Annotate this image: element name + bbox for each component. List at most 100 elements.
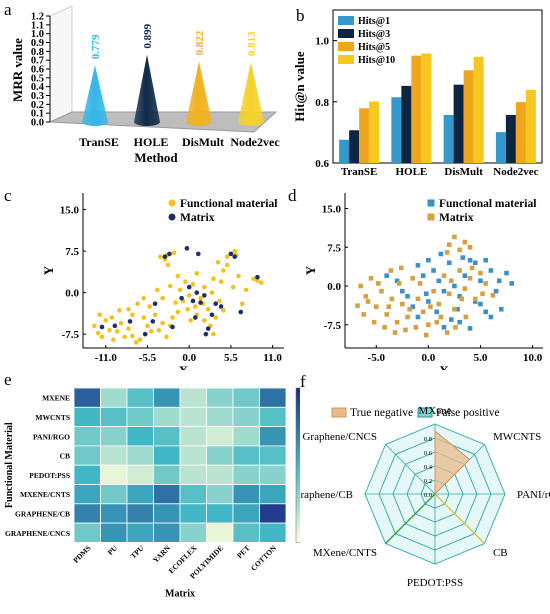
heatmap-cell xyxy=(100,464,128,485)
point-functional-material xyxy=(211,276,216,282)
axis-label: MXene/CNTS xyxy=(313,547,377,559)
point-functional-material xyxy=(434,309,440,315)
y-tick-label: 1.2 xyxy=(31,12,44,23)
legend-swatch xyxy=(331,407,347,418)
point-functional-material xyxy=(217,298,222,304)
bar-Hits@1 xyxy=(339,139,350,163)
point-matrix xyxy=(382,325,387,330)
point-matrix xyxy=(127,319,133,324)
x-axis-title: X xyxy=(439,363,449,370)
point-matrix xyxy=(415,296,421,302)
heatmap-cell xyxy=(206,426,234,447)
y-tick-label: 0.0 xyxy=(31,118,44,129)
point-matrix xyxy=(389,296,395,302)
row-label: CB xyxy=(60,452,70,461)
bar-Hits@10 xyxy=(421,53,432,164)
point-functional-material xyxy=(448,317,454,322)
point-matrix xyxy=(434,319,440,325)
bar-Hits@1 xyxy=(443,114,454,163)
heatmap-cell xyxy=(153,522,181,543)
legend-label: Matrix xyxy=(439,212,474,224)
point-functional-material xyxy=(423,291,429,297)
x-tick-label: 0.0 xyxy=(182,352,196,364)
point-functional-material xyxy=(141,315,146,320)
point-functional-material xyxy=(209,290,215,295)
point-functional-material xyxy=(221,268,226,273)
point-functional-material xyxy=(177,287,183,293)
bar-Hits@5 xyxy=(463,70,474,163)
heatmap-cell xyxy=(73,426,101,447)
point-matrix xyxy=(218,304,224,309)
row-label: MXENE/CNTS xyxy=(20,490,70,499)
column-label: PET xyxy=(235,543,252,560)
legend-label: Matrix xyxy=(180,212,215,224)
category-label: TranSE xyxy=(79,135,119,149)
point-functional-material xyxy=(92,323,97,329)
heatmap-cell xyxy=(259,522,287,543)
y-tick-label: 1.1 xyxy=(31,20,44,31)
heatmap-cell xyxy=(73,484,101,505)
y-tick-label: -7.5 xyxy=(324,320,342,332)
heatmap-cell xyxy=(232,464,260,485)
category-label: Node2vec xyxy=(230,135,280,149)
wall-left xyxy=(49,5,73,123)
plot-frame xyxy=(332,9,543,164)
heatmap-cell xyxy=(232,445,260,466)
point-matrix xyxy=(194,290,200,295)
point-matrix xyxy=(167,251,172,257)
category-label: HOLE xyxy=(134,135,169,149)
radial-tick: 0.6 xyxy=(424,450,433,457)
heatmap-cell xyxy=(232,522,260,543)
point-functional-material xyxy=(230,284,236,290)
heatmap-cell xyxy=(259,464,287,485)
heatmap-cell xyxy=(153,484,181,505)
heatmap-cell xyxy=(179,426,207,447)
point-matrix xyxy=(371,319,377,325)
legend-marker xyxy=(427,213,435,221)
heatmap-cell xyxy=(100,406,128,427)
point-functional-material xyxy=(467,257,473,263)
point-functional-material xyxy=(186,293,192,298)
panel-label-e: e xyxy=(4,370,12,389)
point-functional-material xyxy=(232,248,237,254)
legend-swatch xyxy=(338,42,354,51)
axis-label: MWCNTS xyxy=(493,431,541,443)
y-tick-label: 0.2 xyxy=(31,100,44,111)
category-label: DisMult xyxy=(182,135,224,149)
heatmap-cell xyxy=(126,426,154,447)
point-functional-material xyxy=(478,301,483,307)
y-tick-label: 1.0 xyxy=(31,29,44,40)
point-functional-material xyxy=(107,327,112,333)
heatmap-cell xyxy=(179,484,207,505)
legend-label: Functional material xyxy=(180,198,277,210)
point-functional-material xyxy=(426,299,431,304)
point-functional-material xyxy=(431,268,436,273)
heatmap-cell xyxy=(232,484,260,505)
heatmap-cell xyxy=(232,406,260,427)
y-tick-label: 15.0 xyxy=(322,204,342,216)
point-matrix xyxy=(453,325,458,330)
point-functional-material xyxy=(239,301,245,307)
point-functional-material xyxy=(97,312,102,318)
point-functional-material xyxy=(218,279,224,284)
point-matrix xyxy=(238,309,244,315)
heatmap-cell xyxy=(73,406,101,427)
cone-Node2vec xyxy=(238,62,264,126)
point-matrix xyxy=(198,300,203,305)
cone-DisMult xyxy=(186,61,212,126)
point-matrix xyxy=(405,314,410,320)
point-matrix xyxy=(150,319,156,324)
y-tick-label: -7.5 xyxy=(62,329,80,341)
x-tick-label: 0.0 xyxy=(421,352,435,364)
row-label: MXENE xyxy=(42,394,70,403)
heatmap-cell xyxy=(259,426,287,447)
radial-tick: 0.2 xyxy=(424,478,432,485)
point-matrix xyxy=(426,322,431,328)
point-functional-material xyxy=(496,278,502,284)
point-matrix xyxy=(396,281,402,286)
y-tick-label: 0.4 xyxy=(31,82,45,93)
point-matrix xyxy=(441,273,447,278)
point-functional-material xyxy=(472,299,478,304)
point-functional-material xyxy=(455,306,460,312)
heatmap-cell xyxy=(206,484,234,505)
